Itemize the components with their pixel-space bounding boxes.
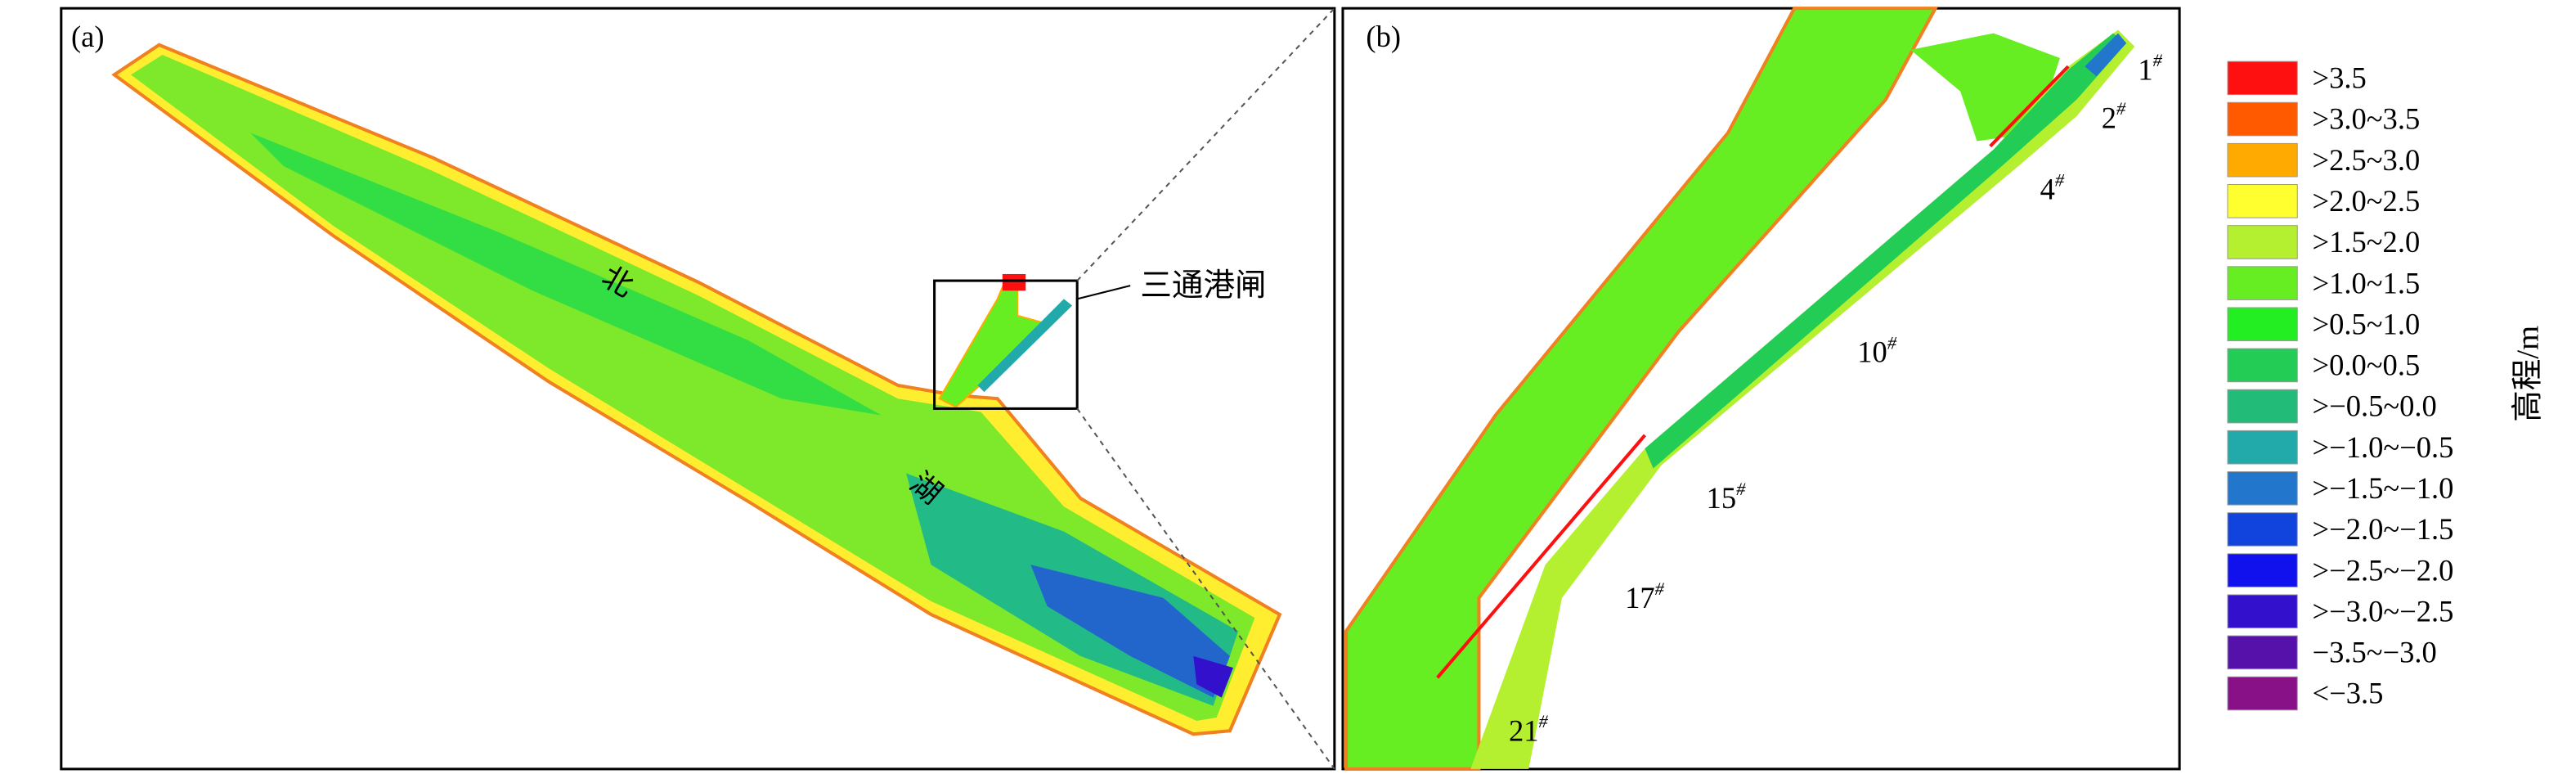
legend-label: >−3.0~−2.5 (2313, 594, 2454, 628)
legend-label: >−2.5~−2.0 (2313, 553, 2454, 587)
legend-label: >0.5~1.0 (2313, 307, 2421, 340)
legend-swatch (2227, 389, 2298, 424)
station-number: 4 (2040, 173, 2055, 206)
legend-label: >1.0~1.5 (2313, 266, 2421, 299)
station-label: 15# (1707, 479, 1747, 515)
lake-deepest (1193, 655, 1234, 698)
legend-swatch (2227, 512, 2298, 547)
legend-swatch (2227, 553, 2298, 587)
legend-swatch (2227, 184, 2298, 218)
legend-swatch (2227, 635, 2298, 670)
station-number: 15 (1707, 481, 1737, 515)
legend-title: 高程/m (2511, 326, 2546, 422)
legend-label: −3.5~−3.0 (2313, 636, 2437, 669)
station-labels: 1#2#4#10#15#17#21# (1509, 50, 2163, 747)
station-label: 10# (1857, 332, 1897, 368)
section-line (1436, 434, 1647, 679)
station-mark: # (2055, 169, 2065, 190)
station-label: 1# (2138, 50, 2162, 86)
legend-label: <−3.5 (2313, 677, 2384, 710)
legend-label: >−1.5~−1.0 (2313, 471, 2454, 505)
station-number: 17 (1625, 581, 1655, 614)
lake-shallow (250, 133, 882, 416)
annotation: 三通港闸 (1140, 268, 1266, 303)
station-mark: # (1736, 479, 1746, 499)
section-line (1989, 65, 2070, 148)
gate-high (1002, 273, 1026, 291)
legend-swatch (2227, 307, 2298, 342)
station-mark: # (1539, 711, 1549, 731)
canal (1645, 33, 2127, 469)
gate-canal (977, 299, 1073, 393)
legend-label: >3.5 (2313, 61, 2367, 95)
lake-deeper (1030, 565, 1230, 698)
station-number: 10 (1857, 335, 1887, 369)
callout-line (1076, 285, 1131, 300)
canal-deep (2085, 33, 2127, 77)
zoom-line (1076, 407, 1335, 770)
panel-label: (a) (71, 20, 105, 53)
legend-label: >−0.5~0.0 (2313, 389, 2437, 423)
gate-channel (938, 277, 1049, 408)
legend-label: >0.0~0.5 (2313, 349, 2421, 382)
station-label: 17# (1625, 578, 1665, 614)
station-mark: # (1887, 332, 1897, 353)
station-label: 2# (2102, 98, 2126, 134)
legend-swatch (2227, 430, 2298, 465)
legend-label: >−1.0~−0.5 (2313, 430, 2454, 464)
legend-swatch (2227, 225, 2298, 259)
legend-swatch (2227, 61, 2298, 96)
legend-swatch (2227, 142, 2298, 178)
station-number: 2 (2102, 101, 2116, 134)
station-number: 21 (1509, 713, 1539, 747)
station-label: 21# (1509, 711, 1549, 747)
inset-box (933, 279, 1079, 410)
panel-label: (b) (1366, 20, 1401, 53)
station-mark: # (2116, 98, 2126, 119)
legend-swatch (2227, 594, 2298, 629)
station-mark: # (2153, 50, 2163, 70)
zoom-line (1076, 7, 1335, 281)
legend-label: >2.5~3.0 (2313, 143, 2421, 177)
legend: >3.5 >3.0~3.5 >2.5~3.0 >2.0~2.5 >1.5~2.0 >1.0… (2227, 61, 2454, 711)
legend-swatch (2227, 348, 2298, 383)
legend-label: >3.0~3.5 (2313, 102, 2421, 136)
legend-label: >1.5~2.0 (2313, 225, 2421, 259)
legend-label: >−2.0~−1.5 (2313, 512, 2454, 546)
station-number: 1 (2138, 52, 2152, 86)
legend-swatch (2227, 676, 2298, 711)
station-label: 4# (2040, 169, 2065, 205)
station-mark: # (1655, 578, 1665, 599)
legend-swatch (2227, 471, 2298, 506)
legend-swatch (2227, 101, 2298, 137)
legend-label: >2.0~2.5 (2313, 184, 2421, 218)
legend-swatch (2227, 266, 2298, 300)
